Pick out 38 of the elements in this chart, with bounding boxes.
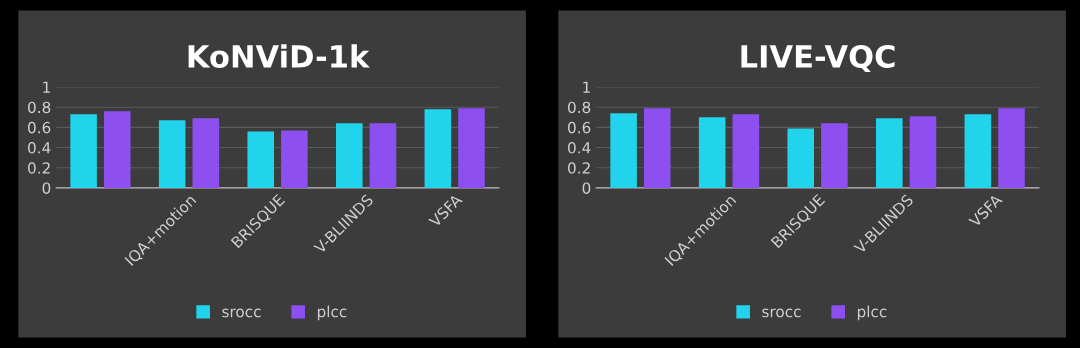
bar <box>821 123 848 188</box>
bar <box>158 120 186 188</box>
bar <box>787 128 815 188</box>
y-tick-label: 0.2 <box>568 162 590 174</box>
bar <box>103 111 131 188</box>
y-tick-label: 0.2 <box>28 162 50 174</box>
bar <box>998 108 1025 188</box>
bar <box>369 123 397 188</box>
bar <box>247 131 275 188</box>
bar <box>336 123 363 188</box>
y-tick-label: 0.8 <box>28 101 51 114</box>
bar <box>909 116 937 188</box>
y-tick-label: 0.6 <box>28 121 51 134</box>
bar <box>876 118 903 188</box>
y-tick-label: 0.8 <box>568 101 591 114</box>
y-tick-label: 0.4 <box>568 142 591 154</box>
chart-title: LIVE-VQC <box>741 44 895 73</box>
y-tick-label: 0 <box>42 182 51 194</box>
bar <box>458 108 485 188</box>
y-tick-label: 1 <box>43 81 50 93</box>
bar <box>192 118 220 188</box>
bar <box>424 109 452 188</box>
legend-label: plcc <box>317 305 347 321</box>
bar <box>698 117 726 188</box>
legend-label: srocc <box>762 308 801 318</box>
y-tick-label: 0.6 <box>568 121 591 134</box>
bar <box>70 114 97 188</box>
bar <box>964 114 992 188</box>
bar <box>643 108 671 188</box>
bar <box>732 114 760 188</box>
chart-title: KoNViD-1k <box>188 44 370 68</box>
bar <box>610 113 637 188</box>
legend-label: plcc <box>857 305 887 321</box>
y-tick-label: 0 <box>582 182 591 194</box>
legend-label: srocc <box>222 308 261 318</box>
y-tick-label: 0.4 <box>28 142 51 154</box>
bar <box>281 130 308 188</box>
y-tick-label: 1 <box>583 81 590 93</box>
